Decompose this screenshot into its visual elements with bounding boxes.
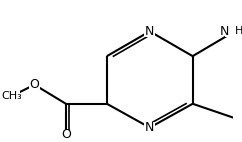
Bar (5, 91, 18, 101)
Bar (3, 91, 20, 101)
Bar (225, 26, 242, 37)
Text: O: O (61, 128, 71, 141)
Bar (61, 130, 71, 139)
Text: N: N (145, 25, 154, 38)
Text: H: H (234, 26, 242, 36)
Text: CH₃: CH₃ (1, 91, 22, 101)
Bar (144, 26, 156, 37)
Text: N: N (145, 121, 154, 134)
Text: N: N (219, 25, 229, 38)
Text: O: O (30, 78, 39, 91)
Bar (228, 26, 241, 37)
Bar (29, 80, 40, 89)
Bar (144, 122, 156, 133)
